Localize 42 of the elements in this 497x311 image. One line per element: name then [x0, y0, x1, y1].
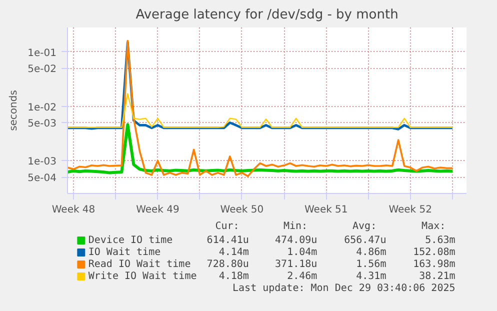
text: Last update: Mon Dec 29 03:40:06 2025: [232, 283, 456, 294]
text: 2.46m: [287, 271, 318, 282]
text: Cur:: [215, 221, 240, 232]
legend-label: Read IO Wait time: [88, 259, 191, 270]
line-series: [68, 93, 454, 128]
line-series: [68, 41, 454, 130]
text: 4.31m: [356, 271, 386, 282]
x-tick-label: Week 51: [304, 204, 348, 216]
y-tick-label: 1e-03: [28, 156, 57, 168]
text: 474.09u: [275, 235, 318, 246]
chart-title: Average latency for /dev/sdg - by month: [136, 8, 398, 22]
y-tick-label: 5e-04: [28, 173, 57, 184]
x-tick-label: Week 50: [220, 204, 264, 216]
text: 4.18m: [218, 271, 249, 282]
text: Min:: [283, 221, 308, 232]
text: 38.21m: [419, 271, 456, 282]
text: 1.56m: [356, 259, 386, 270]
text: Avg:: [352, 221, 377, 232]
legend-label: Device IO time: [88, 235, 173, 246]
text: 4.14m: [218, 247, 249, 258]
x-tick-label: Week 48: [52, 204, 96, 216]
line-series: [68, 40, 454, 178]
y-tick-label: 5e-03: [28, 118, 57, 130]
y-tick-label: 1e-01: [28, 48, 57, 59]
line-series: [68, 123, 454, 174]
text: 4.86m: [356, 247, 386, 258]
text: 614.41u: [206, 235, 249, 246]
y-tick-label: 5e-02: [28, 64, 57, 76]
x-tick-label: Week 52: [388, 204, 432, 216]
text: 152.08m: [413, 247, 456, 258]
text: 728.80u: [206, 259, 249, 270]
text: 656.47u: [344, 235, 386, 246]
text: 5.63m: [425, 235, 456, 246]
text: Max:: [422, 221, 446, 232]
x-tick-label: Week 49: [136, 204, 180, 216]
legend-label: IO Wait time: [88, 247, 161, 258]
y-axis-title: seconds: [8, 90, 20, 131]
y-tick-label: 1e-02: [28, 102, 57, 114]
text: 1.04m: [287, 247, 318, 258]
legend-label: Write IO Wait time: [88, 271, 197, 282]
text: 163.98m: [413, 259, 456, 270]
text: 371.18u: [275, 259, 318, 270]
